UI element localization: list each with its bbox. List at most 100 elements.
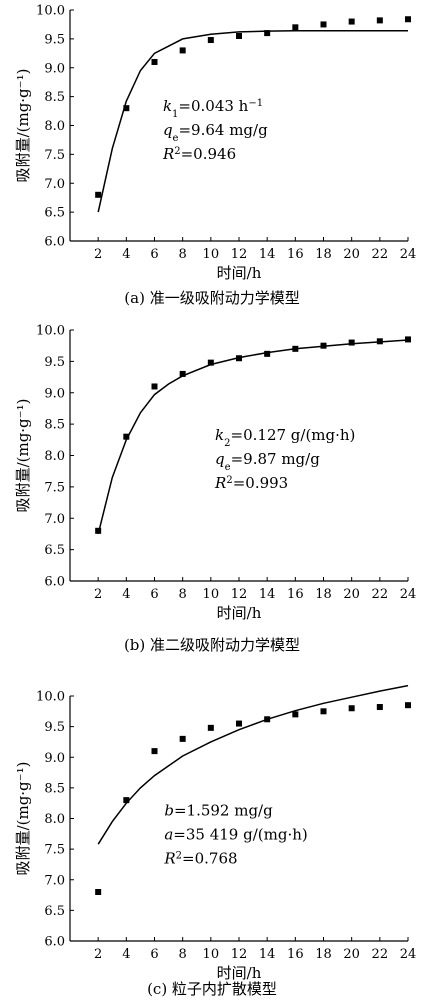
- data-point: [264, 350, 271, 357]
- y-tick-label: 7.5: [44, 148, 65, 163]
- data-point: [292, 711, 299, 718]
- panel-caption: (a) 准一级吸附动力学模型: [124, 289, 299, 307]
- annotation-symbol: q: [215, 450, 225, 468]
- x-tick-label: 6: [150, 587, 158, 602]
- annotation-value: =0.127 g/(mg·h): [231, 426, 356, 444]
- x-tick-label: 10: [203, 587, 220, 602]
- annotation-value: =9.87 mg/g: [231, 450, 321, 468]
- data-point: [292, 345, 299, 352]
- y-tick-label: 10.0: [36, 690, 65, 705]
- annotation-subscript: 2: [224, 437, 230, 448]
- y-axis-label: 吸附量/(mg·g⁻¹): [14, 399, 32, 513]
- y-tick-label: 8.5: [44, 781, 65, 796]
- x-tick-label: 4: [122, 247, 130, 262]
- annotation: R2=0.768: [163, 849, 237, 867]
- x-axis-label: 时间/h: [217, 264, 262, 282]
- y-tick-label: 6.5: [44, 206, 65, 221]
- annotation-symbol: k: [163, 97, 172, 115]
- data-point: [151, 748, 158, 755]
- x-tick-label: 22: [372, 247, 389, 262]
- annotation: R2=0.993: [214, 474, 288, 492]
- x-tick-label: 12: [231, 247, 248, 262]
- data-point: [405, 336, 411, 343]
- x-tick-label: 8: [179, 247, 187, 262]
- y-tick-label: 6.5: [44, 904, 65, 919]
- data-point: [123, 797, 130, 804]
- annotation-value: =35 419 g/(mg·h): [173, 825, 307, 843]
- annotation-symbol: a: [164, 825, 173, 843]
- annotation-value: =0.043 h: [178, 97, 248, 115]
- data-point: [376, 338, 383, 345]
- x-tick-label: 18: [315, 947, 332, 962]
- x-tick-label: 16: [287, 947, 304, 962]
- data-point: [123, 433, 130, 440]
- y-tick-label: 8.0: [44, 449, 65, 464]
- annotation-symbol: R: [163, 849, 175, 867]
- x-tick-label: 12: [231, 587, 248, 602]
- y-tick-label: 8.0: [44, 119, 65, 134]
- data-point: [320, 21, 327, 28]
- data-point: [179, 370, 186, 377]
- x-tick-label: 24: [400, 587, 417, 602]
- annotation: b=1.592 mg/g: [164, 801, 273, 819]
- x-tick-label: 18: [315, 247, 332, 262]
- annotation-symbol: b: [164, 801, 174, 819]
- chart-panel: 6.06.57.07.58.08.59.09.510.02 4 6 8 10 12 14 16…: [14, 684, 416, 998]
- data-point: [376, 17, 383, 24]
- data-point: [123, 105, 130, 112]
- y-tick-label: 9.5: [44, 355, 65, 370]
- x-tick-label: 14: [259, 587, 276, 602]
- x-tick-label: 4: [122, 587, 130, 602]
- x-tick-label: 2: [94, 587, 102, 602]
- data-point: [264, 716, 271, 723]
- x-tick-label: 24: [400, 247, 417, 262]
- data-point: [292, 24, 299, 31]
- x-tick-label: 14: [259, 247, 276, 262]
- annotation-symbol: k: [215, 426, 224, 444]
- y-tick-label: 7.0: [44, 177, 65, 192]
- data-point: [348, 18, 355, 25]
- annotation-subscript: 1: [172, 109, 178, 120]
- panel-caption: (c) 粒子内扩散模型: [147, 980, 277, 998]
- annotation-symbol: R: [162, 145, 174, 163]
- y-tick-label: 10.0: [36, 324, 65, 339]
- annotation-subscript: e: [173, 133, 179, 144]
- data-point: [348, 705, 355, 712]
- data-point: [95, 889, 102, 895]
- y-tick-label: 9.5: [44, 720, 65, 735]
- panel-caption: (b) 准二级吸附动力学模型: [124, 636, 300, 654]
- y-tick-label: 8.5: [44, 90, 65, 105]
- annotation: k2=0.127 g/(mg·h): [215, 426, 355, 449]
- annotation-value: =1.592 mg/g: [174, 801, 273, 819]
- data-point: [236, 355, 242, 362]
- y-tick-label: 9.0: [44, 751, 65, 766]
- y-tick-label: 6.0: [44, 235, 65, 250]
- y-axis-label: 吸附量/(mg·g⁻¹): [14, 762, 32, 876]
- data-point: [348, 339, 355, 346]
- annotation: a=35 419 g/(mg·h): [164, 825, 307, 843]
- x-tick-label: 20: [343, 587, 360, 602]
- x-tick-label: 10: [203, 247, 220, 262]
- data-point: [95, 191, 102, 198]
- y-tick-label: 7.5: [44, 480, 65, 495]
- data-point: [405, 16, 411, 23]
- x-tick-label: 8: [179, 587, 187, 602]
- annotation-superscript: −1: [248, 98, 263, 109]
- x-tick-label: 2: [94, 947, 102, 962]
- data-point: [264, 30, 271, 37]
- x-tick-label: 16: [287, 247, 304, 262]
- fit-curve: [97, 684, 409, 845]
- y-tick-label: 7.5: [44, 843, 65, 858]
- data-point: [151, 383, 158, 390]
- data-point: [236, 720, 242, 727]
- annotation: qe=9.87 mg/g: [215, 450, 320, 473]
- x-tick-label: 16: [287, 587, 304, 602]
- chart-panel: 6.06.57.07.58.08.59.09.510.02 4 6 8 10 12 14 16…: [14, 324, 416, 655]
- x-tick-label: 14: [259, 947, 276, 962]
- x-tick-label: 6: [150, 247, 158, 262]
- y-axis-label: 吸附量/(mg·g⁻¹): [14, 69, 32, 183]
- y-tick-label: 8.0: [44, 812, 65, 827]
- annotation-value: =0.768: [182, 849, 238, 867]
- annotation-value: =9.64 mg/g: [178, 121, 268, 139]
